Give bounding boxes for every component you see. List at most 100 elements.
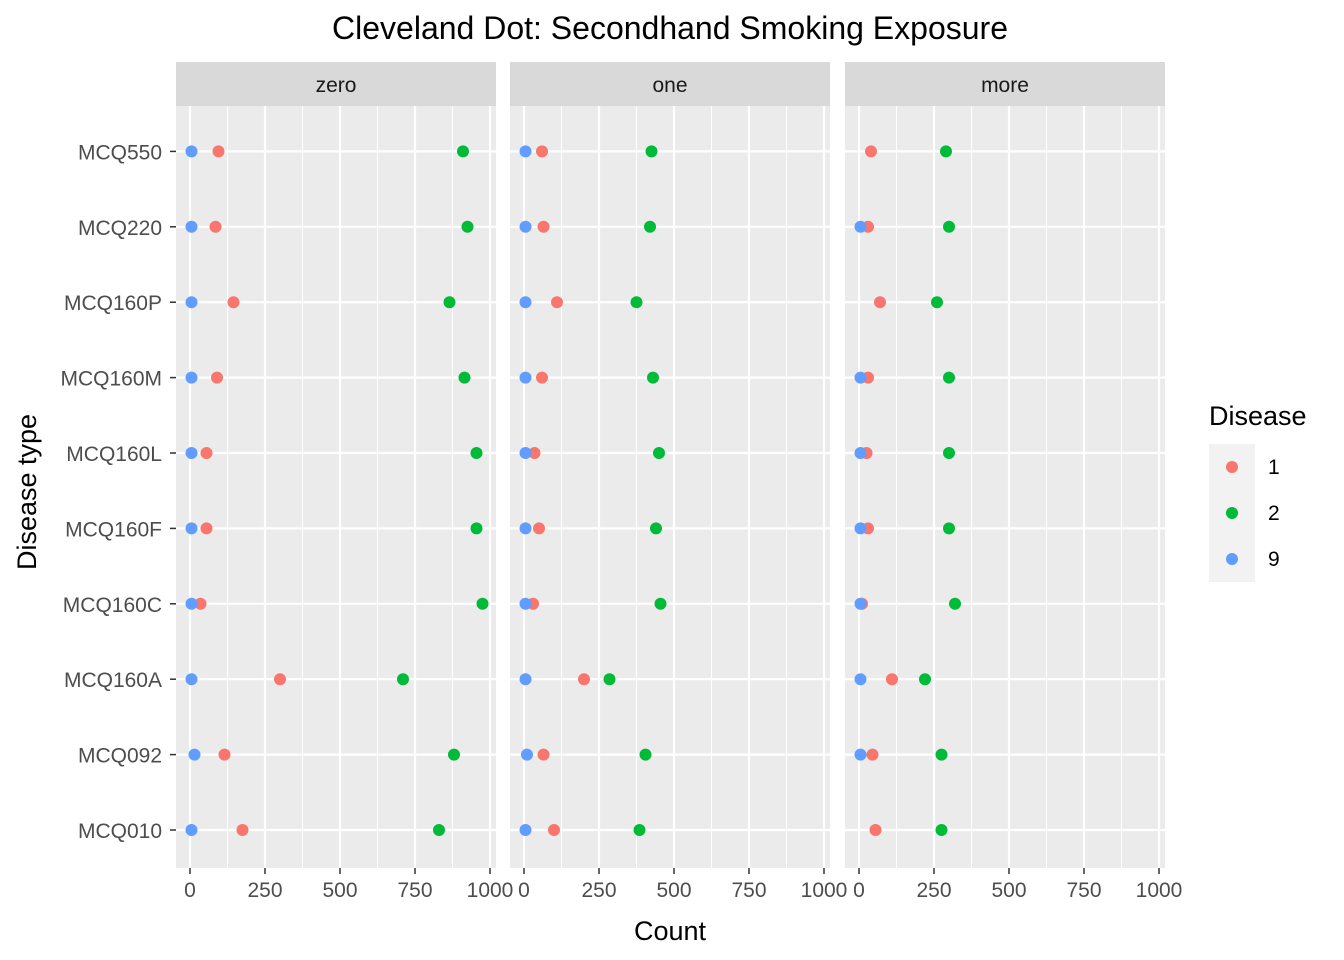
data-point-1 bbox=[209, 220, 222, 233]
x-tick-label: 0 bbox=[518, 879, 530, 902]
data-point-1 bbox=[528, 447, 541, 459]
data-point-1 bbox=[194, 597, 207, 610]
x-tick-label: 250 bbox=[916, 879, 951, 902]
data-point-1 bbox=[218, 748, 231, 761]
data-point-9 bbox=[185, 673, 198, 686]
x-tick-label: 750 bbox=[731, 879, 766, 902]
x-tick-label: 500 bbox=[656, 879, 691, 902]
facet-panel-more: more 0 250 500 750 1000 bbox=[845, 62, 1182, 902]
data-point-9 bbox=[854, 522, 867, 535]
data-point-2 bbox=[603, 673, 616, 686]
y-tick-label: MCQ160M bbox=[60, 368, 162, 391]
data-point-2 bbox=[654, 597, 667, 610]
data-point-1 bbox=[211, 371, 223, 384]
x-tick-label: 750 bbox=[1066, 879, 1101, 902]
facet-strip bbox=[845, 62, 1165, 106]
data-point-2 bbox=[943, 220, 955, 233]
data-point-2 bbox=[470, 522, 483, 535]
panel-background bbox=[845, 106, 1165, 868]
legend-key-2 bbox=[1226, 507, 1238, 519]
data-point-1 bbox=[865, 145, 877, 158]
data-point-9 bbox=[854, 748, 867, 761]
data-point-9 bbox=[185, 824, 198, 836]
legend: Disease 1 2 9 bbox=[1209, 401, 1307, 582]
facet-panel-zero: zero 0 250 500 750 1000 bbox=[176, 62, 513, 902]
data-point-9 bbox=[519, 673, 532, 686]
data-point-2 bbox=[457, 145, 469, 158]
facet-strip bbox=[510, 62, 830, 106]
data-point-1 bbox=[536, 371, 548, 384]
legend-label-1: 1 bbox=[1268, 456, 1280, 479]
data-point-2 bbox=[639, 748, 652, 761]
data-point-9 bbox=[185, 447, 198, 459]
data-point-2 bbox=[476, 597, 489, 610]
x-axis-title: Count bbox=[634, 916, 707, 946]
data-point-9 bbox=[185, 597, 198, 610]
panel-background bbox=[176, 106, 496, 868]
data-point-9 bbox=[519, 522, 532, 535]
data-point-9 bbox=[519, 296, 532, 309]
y-tick-label: MCQ550 bbox=[78, 141, 162, 164]
data-point-2 bbox=[653, 447, 665, 459]
data-point-2 bbox=[949, 597, 961, 610]
y-tick-label: MCQ160P bbox=[64, 292, 162, 315]
data-point-1 bbox=[200, 447, 213, 459]
data-point-2 bbox=[647, 371, 659, 384]
data-point-9 bbox=[185, 145, 198, 158]
data-point-9 bbox=[185, 522, 198, 535]
data-point-2 bbox=[443, 296, 456, 309]
data-point-9 bbox=[519, 824, 532, 836]
legend-key-9 bbox=[1226, 553, 1238, 565]
legend-label-9: 9 bbox=[1268, 548, 1280, 571]
data-point-9 bbox=[854, 371, 867, 384]
data-point-1 bbox=[200, 522, 213, 535]
x-tick-label: 1000 bbox=[467, 879, 514, 902]
data-point-2 bbox=[644, 220, 656, 233]
data-point-2 bbox=[935, 748, 948, 761]
data-point-9 bbox=[188, 748, 201, 761]
legend-keys: 1 2 9 bbox=[1209, 444, 1280, 582]
data-point-2 bbox=[935, 824, 948, 836]
data-point-2 bbox=[943, 371, 955, 384]
data-point-2 bbox=[470, 447, 483, 459]
x-tick-label: 750 bbox=[397, 879, 432, 902]
facet-strip-label: more bbox=[981, 74, 1029, 97]
data-point-1 bbox=[236, 824, 249, 836]
y-axis-title: Disease type bbox=[12, 414, 42, 570]
data-point-2 bbox=[919, 673, 931, 686]
chart-title: Cleveland Dot: Secondhand Smoking Exposu… bbox=[332, 10, 1008, 46]
data-point-1 bbox=[537, 748, 550, 761]
y-axis: MCQ010 MCQ092 MCQ160A MCQ160C MCQ160F MCQ160L… bbox=[60, 141, 176, 843]
y-tick-label: MCQ160F bbox=[65, 518, 162, 541]
data-point-9 bbox=[519, 597, 532, 610]
data-point-9 bbox=[519, 220, 532, 233]
data-point-2 bbox=[433, 824, 445, 836]
data-point-9 bbox=[519, 371, 532, 384]
x-tick-label: 250 bbox=[581, 879, 616, 902]
x-tick-label: 1000 bbox=[1136, 879, 1183, 902]
data-point-1 bbox=[537, 220, 550, 233]
data-point-2 bbox=[645, 145, 658, 158]
data-point-1 bbox=[551, 296, 563, 309]
data-point-2 bbox=[448, 748, 460, 761]
data-point-2 bbox=[931, 296, 943, 309]
data-point-2 bbox=[633, 824, 646, 836]
panel-background bbox=[510, 106, 830, 868]
facet-strip-label: zero bbox=[316, 74, 357, 97]
data-point-1 bbox=[874, 296, 886, 309]
data-point-1 bbox=[548, 824, 560, 836]
legend-title: Disease bbox=[1209, 401, 1307, 431]
data-point-1 bbox=[578, 673, 590, 686]
data-point-2 bbox=[458, 371, 471, 384]
data-point-9 bbox=[185, 296, 198, 309]
facet-strip bbox=[176, 62, 496, 106]
data-point-2 bbox=[943, 447, 955, 459]
x-tick-label: 250 bbox=[247, 879, 282, 902]
data-point-2 bbox=[940, 145, 952, 158]
legend-label-2: 2 bbox=[1268, 502, 1280, 525]
y-tick-label: MCQ160C bbox=[63, 594, 162, 617]
y-tick-label: MCQ010 bbox=[78, 820, 162, 843]
data-point-1 bbox=[533, 522, 545, 535]
data-point-9 bbox=[521, 748, 533, 761]
